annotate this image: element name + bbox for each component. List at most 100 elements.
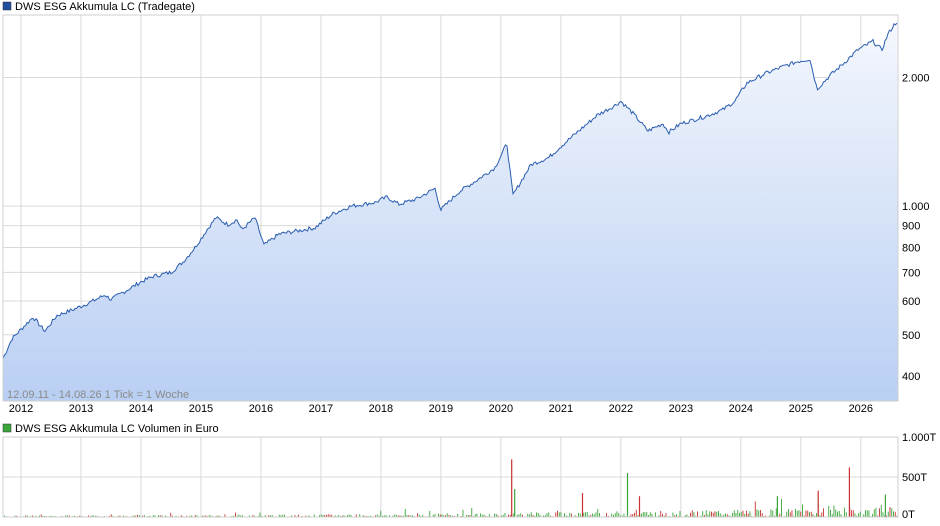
- volume-bar: [739, 513, 740, 517]
- volume-bar: [380, 510, 382, 517]
- volume-bar: [175, 515, 177, 517]
- volume-bar: [858, 513, 859, 517]
- volume-bar: [579, 513, 581, 517]
- volume-bar: [676, 514, 677, 517]
- volume-bar: [280, 515, 282, 517]
- volume-bar: [674, 515, 676, 517]
- volume-bar: [443, 515, 445, 517]
- volume-bar: [457, 514, 459, 517]
- volume-bar: [833, 505, 835, 517]
- volume-bar: [835, 509, 837, 517]
- volume-bar: [165, 515, 166, 517]
- volume-bar: [399, 515, 401, 517]
- volume-bar: [439, 514, 441, 517]
- volume-bar: [375, 515, 376, 517]
- volume-bar: [781, 498, 782, 517]
- volume-bar: [305, 515, 306, 517]
- volume-bar: [700, 515, 702, 517]
- volume-bar: [51, 515, 53, 517]
- volume-legend-label: DWS ESG Akkumula LC Volumen in Euro: [15, 423, 219, 435]
- volume-bar: [546, 513, 548, 517]
- volume-spike-bar: [776, 496, 778, 517]
- volume-bar: [571, 513, 572, 517]
- volume-bar: [284, 514, 285, 517]
- volume-bar: [529, 514, 530, 517]
- volume-bar: [719, 513, 721, 517]
- volume-bar: [606, 513, 607, 517]
- volume-y-tick-label: 1.000T: [902, 432, 937, 444]
- x-tick-label: 2014: [129, 403, 153, 415]
- volume-bar: [481, 514, 483, 517]
- volume-bar: [828, 505, 830, 517]
- volume-bar: [469, 515, 471, 517]
- volume-bar: [422, 514, 424, 517]
- volume-bar: [264, 515, 266, 517]
- volume-bar: [509, 514, 511, 517]
- volume-bar: [530, 512, 532, 517]
- volume-bar: [26, 515, 28, 517]
- volume-bar: [877, 515, 879, 517]
- volume-bar: [411, 515, 413, 517]
- y-tick-label: 700: [902, 267, 920, 279]
- volume-spike-bar: [817, 490, 819, 517]
- volume-bar: [159, 515, 161, 517]
- volume-bar: [343, 515, 345, 517]
- volume-bar: [852, 510, 854, 517]
- volume-bar: [67, 515, 68, 517]
- volume-bar: [270, 515, 271, 517]
- volume-bar: [611, 513, 613, 517]
- volume-bar: [259, 512, 261, 517]
- volume-bar: [403, 515, 404, 517]
- volume-bar: [133, 515, 135, 517]
- volume-spike-bar: [884, 494, 886, 517]
- volume-bar: [110, 514, 112, 517]
- volume-bar: [838, 510, 840, 517]
- volume-bar: [485, 515, 487, 517]
- volume-bar: [513, 513, 515, 517]
- volume-bar: [282, 514, 284, 517]
- volume-bar: [866, 510, 868, 517]
- volume-plot-frame: [2, 436, 899, 518]
- volume-bar: [665, 513, 667, 517]
- volume-bar: [746, 510, 747, 517]
- volume-bar: [516, 514, 518, 517]
- volume-spike-bar: [581, 493, 584, 517]
- volume-bar: [40, 514, 42, 517]
- volume-bar: [144, 515, 145, 517]
- volume-bar: [434, 514, 436, 517]
- volume-bar: [684, 515, 686, 517]
- volume-bar: [341, 515, 343, 517]
- volume-bar: [740, 511, 742, 517]
- volume-bar: [807, 510, 809, 517]
- volume-bar: [172, 515, 173, 517]
- volume-bar: [319, 515, 320, 517]
- volume-bar: [536, 512, 537, 517]
- volume-bar: [789, 512, 791, 517]
- volume-bar: [844, 507, 845, 517]
- volume-bar: [254, 515, 256, 517]
- volume-bar: [334, 515, 336, 517]
- volume-bar: [326, 514, 327, 517]
- volume-spike-bar: [848, 467, 850, 517]
- volume-bar: [595, 512, 597, 517]
- volume-bar: [649, 512, 651, 517]
- volume-bar: [401, 515, 403, 517]
- volume-spike-bar: [514, 489, 516, 517]
- volume-bar: [662, 514, 663, 517]
- volume-bar: [798, 510, 800, 517]
- volume-bar: [648, 515, 649, 517]
- volume-bar: [201, 515, 203, 517]
- volume-bar: [557, 510, 558, 517]
- volume-bar: [894, 511, 896, 517]
- volume-bar: [508, 514, 509, 517]
- volume-bar: [744, 514, 746, 517]
- volume-bar: [271, 515, 273, 517]
- volume-bar: [854, 513, 856, 517]
- volume-bar: [886, 515, 887, 517]
- volume-bar: [630, 514, 632, 517]
- x-tick-label: 2020: [489, 403, 513, 415]
- price-legend-swatch: [2, 1, 12, 11]
- volume-bar: [768, 515, 770, 517]
- volume-bar: [735, 513, 737, 517]
